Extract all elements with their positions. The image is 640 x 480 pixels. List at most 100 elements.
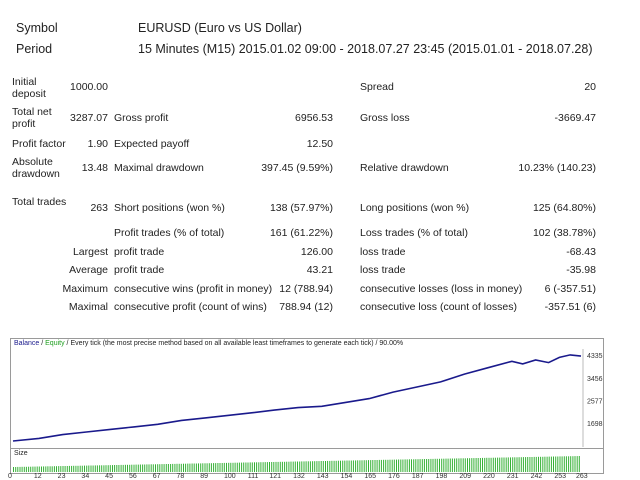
- size-bar: [152, 464, 154, 472]
- size-bar: [84, 465, 85, 472]
- size-bar: [550, 456, 552, 472]
- size-bar: [555, 456, 557, 472]
- long-positions-value: 125 (64.80%): [532, 202, 596, 214]
- size-bars: [13, 456, 580, 473]
- size-panel: Size: [10, 448, 604, 474]
- size-bar: [419, 459, 421, 472]
- size-bar: [559, 456, 561, 472]
- size-bar: [510, 457, 511, 472]
- maximal-drawdown-value: 397.45 (9.59%): [261, 162, 333, 174]
- symbol-label: Symbol: [16, 21, 58, 35]
- size-bar: [578, 456, 580, 472]
- total-net-profit-value: 3287.07: [70, 112, 108, 124]
- size-bar: [51, 466, 53, 473]
- x-tick-label: 12: [33, 473, 42, 480]
- size-bar: [150, 464, 152, 472]
- chart-legend: Balance / Equity / Every tick (the most …: [14, 340, 403, 347]
- size-bar: [458, 458, 460, 472]
- size-bar: [553, 456, 554, 472]
- size-bar: [546, 456, 548, 472]
- size-bar: [185, 463, 187, 472]
- size-bar: [402, 459, 404, 472]
- size-bar: [355, 460, 357, 472]
- initial-deposit-value: 1000.00: [70, 81, 108, 93]
- x-tick-label: 253: [554, 473, 567, 480]
- size-bar: [208, 463, 210, 472]
- size-bar: [561, 456, 563, 472]
- size-bar: [247, 462, 249, 472]
- x-tick-label: 121: [269, 473, 281, 480]
- size-bar: [155, 464, 156, 473]
- x-tick-label: 242: [530, 473, 543, 480]
- size-bar: [408, 459, 410, 472]
- size-bar: [576, 456, 578, 472]
- profit-trades-label: Profit trades (% of total): [114, 227, 225, 239]
- x-tick-label: 132: [293, 473, 305, 480]
- size-bar: [327, 460, 329, 472]
- size-bar: [99, 465, 101, 472]
- size-bar: [103, 465, 105, 473]
- size-bar: [529, 457, 531, 472]
- size-bar: [266, 462, 268, 472]
- size-bar: [309, 461, 311, 473]
- size-bar: [421, 459, 423, 472]
- y-tick-label: 1698: [587, 421, 603, 428]
- size-bar: [462, 458, 464, 472]
- balance-line: [12, 354, 582, 442]
- size-bar: [335, 460, 337, 473]
- size-bar: [236, 462, 238, 472]
- size-bar: [548, 456, 550, 472]
- size-bar: [178, 463, 180, 472]
- average-label: Average: [69, 264, 108, 276]
- size-bar: [540, 456, 542, 472]
- total-trades-label: Total trades: [12, 196, 67, 208]
- max-consec-wins-value: 12 (788.94): [279, 283, 333, 295]
- size-bar: [439, 458, 440, 473]
- x-tick-label: 220: [483, 473, 495, 480]
- size-bar: [47, 466, 49, 472]
- size-bar: [264, 462, 266, 472]
- size-bar: [479, 458, 481, 472]
- size-bar: [105, 465, 107, 472]
- size-bar: [486, 457, 488, 472]
- total-trades-value: 263: [90, 202, 108, 214]
- size-bar: [23, 466, 25, 472]
- size-bar: [183, 463, 184, 472]
- x-tick-label: 0: [8, 473, 12, 480]
- size-bar: [79, 465, 81, 472]
- size-bar: [572, 456, 574, 472]
- size-bar: [159, 464, 161, 472]
- size-bar: [307, 461, 309, 472]
- size-bar: [512, 457, 514, 472]
- size-bar: [114, 465, 116, 472]
- size-bar: [43, 466, 45, 472]
- legend-equity: Equity: [45, 340, 65, 347]
- size-bar: [133, 464, 135, 472]
- size-bar: [361, 460, 363, 473]
- size-bar: [456, 458, 458, 472]
- x-tick-label: 111: [247, 473, 259, 480]
- size-bar: [254, 462, 255, 472]
- size-bar: [30, 466, 32, 472]
- size-bar: [318, 461, 320, 472]
- size-bar: [516, 457, 518, 473]
- size-bar: [284, 461, 286, 473]
- size-bar: [38, 466, 40, 472]
- size-bar: [507, 457, 509, 472]
- size-bar: [19, 466, 21, 472]
- max-consec-losses-value: 6 (-357.51): [544, 283, 596, 295]
- size-bar: [378, 459, 380, 472]
- size-bar: [75, 465, 77, 472]
- size-bar: [193, 463, 195, 472]
- size-bar: [520, 457, 522, 472]
- size-bar: [256, 462, 258, 472]
- relative-drawdown-label: Relative drawdown: [360, 162, 449, 174]
- size-bar: [81, 465, 83, 472]
- balance-equity-chart: Balance / Equity / Every tick (the most …: [10, 338, 604, 460]
- size-bar: [60, 466, 62, 472]
- size-bar: [574, 456, 576, 472]
- size-bar: [426, 459, 428, 472]
- size-bar: [464, 458, 466, 473]
- size-bar: [477, 458, 479, 472]
- size-bar: [131, 464, 133, 472]
